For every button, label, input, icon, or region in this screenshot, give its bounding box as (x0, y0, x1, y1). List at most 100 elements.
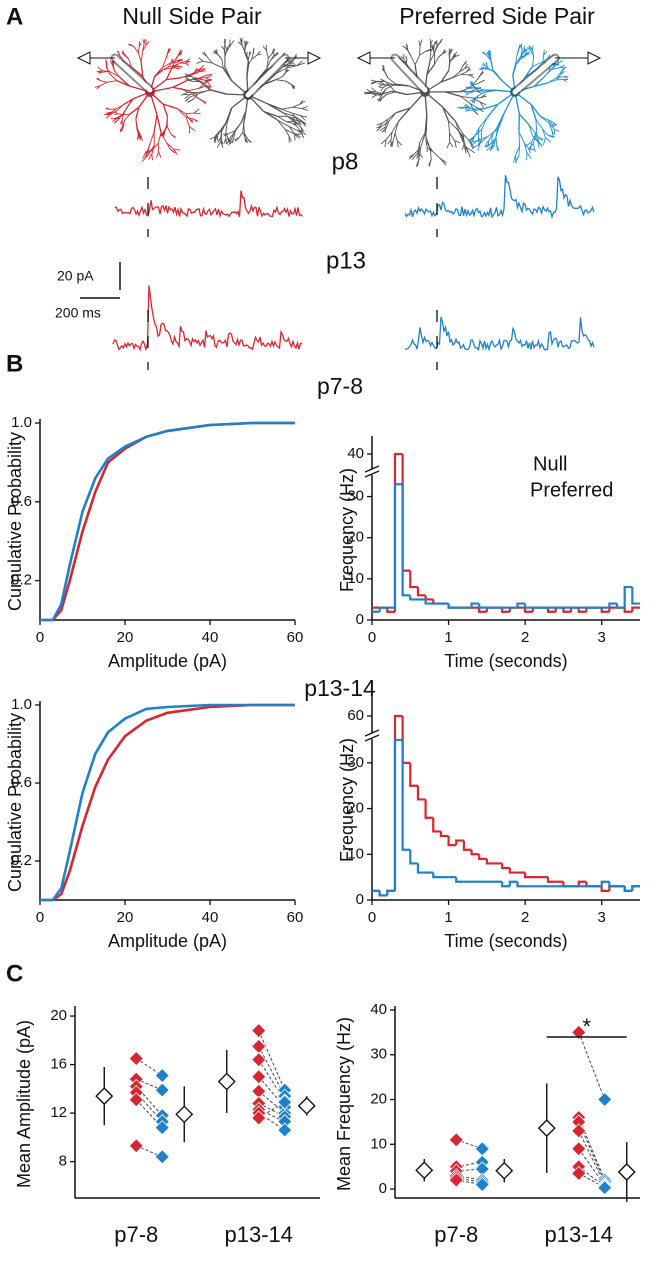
x-tick-label: 40 (202, 909, 219, 926)
dendrite (486, 64, 490, 70)
dendrite (530, 104, 537, 120)
preferred-point (154, 1149, 170, 1165)
dendrite (371, 94, 377, 98)
dendrite (385, 121, 390, 129)
preferred-point (154, 1067, 170, 1084)
cdf-line (40, 703, 295, 902)
histogram-step (432, 817, 441, 833)
dendrite (529, 46, 533, 51)
dendrite (122, 120, 125, 128)
dendrite (449, 49, 453, 55)
dendrite (440, 70, 450, 83)
dendrite (94, 85, 101, 88)
dendrite (221, 45, 225, 51)
dendrite (173, 148, 181, 151)
dendrite (275, 67, 288, 74)
cdf-line (40, 703, 295, 902)
dendrite (148, 153, 153, 160)
histogram-step (424, 595, 434, 601)
dendrite (203, 51, 208, 57)
panel-label: B (6, 350, 23, 377)
dendrite (185, 62, 190, 66)
histogram-step (524, 872, 533, 879)
dendrite (184, 96, 191, 102)
dendrite (147, 145, 155, 156)
dendrite (394, 121, 399, 134)
y-tick-label: 40 (347, 445, 364, 462)
axis-break (366, 469, 378, 475)
dendrite (156, 114, 162, 133)
axis-break (366, 733, 378, 739)
dendrite (449, 57, 454, 63)
histogram-step (455, 839, 464, 846)
dendrite (137, 128, 142, 136)
dendrite (146, 149, 149, 155)
dendrite (291, 117, 296, 121)
dendrite (264, 79, 277, 85)
age-label: p13 (326, 247, 366, 274)
dendrite (142, 39, 145, 44)
dendrite (460, 95, 473, 99)
dendrite (121, 107, 127, 116)
dendrite (224, 45, 228, 50)
dendrite (106, 113, 111, 116)
dendrite (551, 129, 554, 136)
dendrite (193, 108, 200, 114)
histogram-step (501, 881, 510, 888)
dendrite (377, 82, 383, 86)
dendrite (160, 132, 168, 144)
dendrite (243, 40, 247, 47)
histogram-step (608, 881, 618, 888)
dendrite (154, 66, 164, 78)
dendrite (192, 118, 198, 123)
dendrite (527, 46, 531, 51)
histogram-step (631, 885, 640, 891)
electrode-arrow (76, 51, 91, 65)
dendrite (426, 64, 435, 75)
dendrite (454, 140, 457, 148)
dendrite (172, 80, 187, 88)
dendrite (109, 71, 120, 78)
dendrite (381, 94, 387, 99)
axis-break-mark (364, 734, 380, 742)
pipette-tip (392, 55, 428, 93)
dendrite (471, 81, 474, 86)
pipette-tip (512, 55, 558, 95)
y-tick-label: 30 (347, 488, 364, 505)
dendrite (460, 71, 467, 75)
dendrite (487, 68, 496, 73)
dendrite (196, 60, 204, 64)
chart-title: p7-8 (317, 373, 363, 399)
y-tick-label: 12 (50, 1104, 67, 1121)
dendrite (284, 128, 295, 135)
dendrite (438, 53, 444, 58)
y-axis-label: Mean Frequency (Hz) (334, 1017, 354, 1191)
dendrite (106, 80, 118, 83)
dendrite (430, 40, 433, 45)
dendrite (379, 81, 385, 85)
y-tick-label: 0.6 (11, 774, 32, 791)
dendrite (542, 128, 549, 136)
dendrite (213, 50, 218, 55)
null-point (128, 1050, 144, 1067)
dendrite (532, 56, 535, 67)
dendrite (411, 152, 419, 160)
axis-break-mark (364, 470, 380, 478)
dendrite (233, 131, 236, 139)
dendrite (275, 76, 284, 81)
dendrite (378, 84, 383, 88)
pipette-tip (245, 55, 288, 98)
dendrite (171, 58, 173, 63)
dendrite (107, 111, 112, 114)
dendrite (531, 45, 534, 50)
histogram-step (409, 762, 418, 787)
dendrite (486, 51, 489, 56)
dendrite (119, 127, 124, 132)
histogram-step (478, 607, 487, 613)
dendrite (178, 52, 183, 56)
dendrite (140, 61, 144, 77)
cdf-line (40, 421, 295, 622)
dendrite (142, 43, 145, 52)
dendrite (456, 128, 463, 136)
dendrite (112, 118, 117, 122)
